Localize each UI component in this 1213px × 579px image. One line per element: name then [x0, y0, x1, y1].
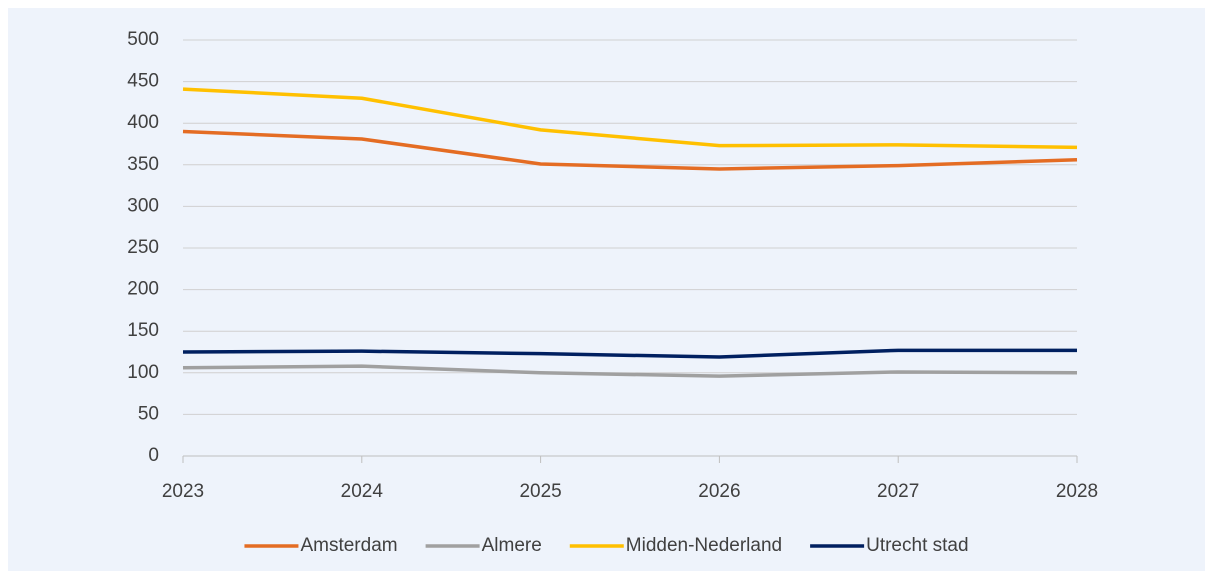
series-line	[182, 364, 1078, 378]
y-tick-label: 0	[148, 445, 159, 466]
x-tick-label: 2028	[1056, 481, 1098, 502]
series-line	[182, 87, 1078, 150]
y-tick-label: 450	[127, 71, 159, 92]
y-tick-label: 500	[127, 29, 159, 50]
legend-label: Amsterdam	[300, 535, 397, 556]
series-line	[182, 348, 1077, 359]
x-tick-label: 2024	[341, 481, 384, 502]
x-tick-label: 2027	[877, 481, 919, 502]
x-tick-label: 2026	[698, 481, 740, 502]
y-tick-label: 150	[127, 320, 159, 341]
x-tick-label: 2025	[519, 481, 561, 502]
y-tick-label: 250	[127, 237, 159, 258]
y-tick-label: 400	[127, 112, 159, 133]
x-tick-label: 2023	[162, 481, 204, 502]
y-tick-label: 350	[127, 154, 159, 175]
legend-label: Almere	[482, 535, 542, 556]
y-tick-label: 200	[127, 279, 159, 300]
legend-label: Midden-Nederland	[626, 535, 782, 556]
legend-label: Utrecht stad	[866, 535, 968, 556]
series-line	[182, 129, 1078, 171]
y-tick-label: 100	[127, 362, 159, 383]
y-tick-label: 300	[127, 195, 159, 216]
y-tick-label: 50	[138, 403, 159, 424]
